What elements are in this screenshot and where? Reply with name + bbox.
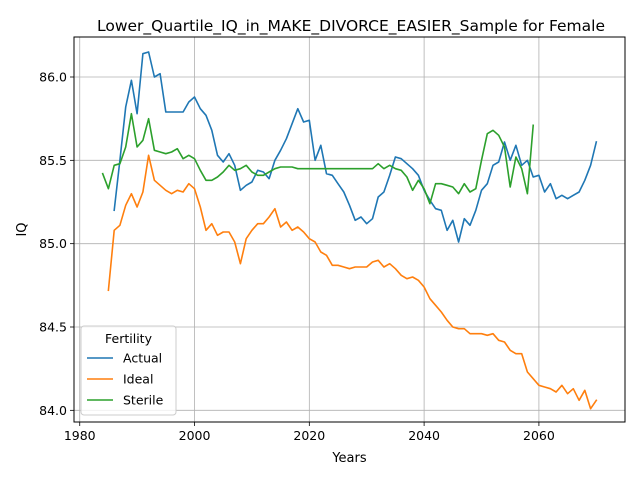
plot-frame xyxy=(73,36,626,423)
legend-item-sterile: Sterile xyxy=(87,393,164,408)
legend-item-actual: Actual xyxy=(87,351,162,366)
y-tick-label: 85.5 xyxy=(39,153,67,168)
legend-item-ideal: Ideal xyxy=(87,372,153,387)
legend-label-sterile: Sterile xyxy=(123,393,164,408)
x-tick-label: 2000 xyxy=(179,428,211,443)
legend-label-actual: Actual xyxy=(123,351,162,366)
y-tick-label: 85.0 xyxy=(39,236,67,251)
x-tick-label: 2060 xyxy=(523,428,555,443)
series-lines xyxy=(101,51,598,410)
chart-title: Lower_Quartile_IQ_in_MAKE_DIVORCE_EASIER… xyxy=(97,17,605,36)
axis-ticks: 1980 2000 2020 2040 2060 84.0 84.5 85.0 85.5 86.0 xyxy=(39,70,555,444)
x-tick-label: 2020 xyxy=(293,428,325,443)
y-tick-label: 86.0 xyxy=(39,70,67,85)
x-tick-label: 2040 xyxy=(408,428,440,443)
y-tick-label: 84.0 xyxy=(39,403,67,418)
x-axis-label: Years xyxy=(331,451,367,466)
y-axis-label: IQ xyxy=(15,222,30,236)
x-tick-label: 1980 xyxy=(64,428,96,443)
y-tick-label: 84.5 xyxy=(39,320,67,335)
legend: Fertility Actual Ideal Sterile xyxy=(80,325,177,416)
legend-label-ideal: Ideal xyxy=(123,372,153,387)
legend-items: Actual Ideal Sterile xyxy=(87,351,164,408)
series-line-ideal xyxy=(107,154,598,410)
series-line-sterile xyxy=(101,112,535,205)
legend-box xyxy=(80,325,177,416)
series-line-actual xyxy=(113,51,598,243)
legend-title: Fertility xyxy=(105,331,153,346)
